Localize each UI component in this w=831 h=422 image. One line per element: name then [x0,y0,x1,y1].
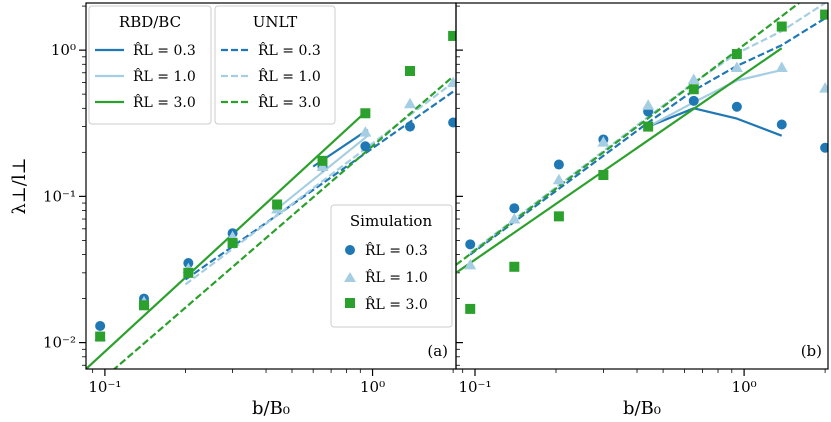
panel-a: 10⁻¹ 10⁰ 10⁻² 10⁻¹ 10⁰ (a) RBD/BC R̂L = 0.3 … [43,2,457,396]
panel-b-simulation-r-l-1-0-point [642,99,655,110]
panel-b-simulation-r-l-0-3-point [465,239,476,250]
y-tick-label: 10⁻¹ [43,187,76,205]
legend-sim-entry-r30: R̂L = 3.0 [365,295,428,313]
panel-b-simulation-r-l-0-3-point [776,119,787,130]
panel-b-unlt-r-l-0-3-line [469,17,826,256]
legend-unlt-entry-r30: R̂L = 3.0 [258,93,321,111]
legend-rbd-entry-r30: R̂L = 3.0 [133,93,196,111]
legend-sim-entry-r03: R̂L = 0.3 [365,241,428,259]
panel-a-simulation-r-l-3-0-point [404,65,415,76]
panel-a-ticks: 10⁻¹ 10⁰ 10⁻² 10⁻¹ 10⁰ [43,5,454,396]
panel-a-simulation-r-l-3-0-point [317,155,328,166]
panel-b-simulation-r-l-1-0-point [687,73,700,84]
legend-simulation: Simulation R̂L = 0.3 R̂L = 1.0 R̂L = 3.0 [330,204,453,328]
legend-sim-marker-r10 [344,272,356,282]
panel-b-simulation-r-l-3-0-point [643,121,654,132]
panel-a-series [86,30,456,369]
y-tick-label: 10⁰ [51,41,76,59]
panel-a-simulation-r-l-3-0-point [95,331,106,342]
legend-rbd-entry-r10: R̂L = 1.0 [133,67,196,85]
panel-b-unlt-r-l-3-0-line [456,3,800,266]
x-axis-label-a: b/B₀ [252,398,290,419]
panel-b-simulation-r-l-3-0-point [465,303,476,314]
panel-a-simulation-r-l-3-0-point [139,300,150,311]
panel-a-unlt-r-l-1-0-line [184,81,454,286]
panel-b-ticks: 10⁻¹ 10⁰ [456,5,826,396]
x-tick-label: 10⁰ [732,378,757,396]
legend-sim-title: Simulation [350,212,433,230]
legend-rbd: RBD/BC R̂L = 0.3 R̂L = 1.0 R̂L = 3.0 [88,5,212,125]
x-axis-label-b: b/B₀ [623,398,661,419]
panel-b-simulation-r-l-3-0-point [598,169,609,180]
panel-a-simulation-r-l-3-0-point [448,30,456,41]
legend-unlt: UNLT R̂L = 0.3 R̂L = 1.0 R̂L = 3.0 [214,5,336,125]
panel-b-simulation-r-l-0-3-point [688,95,699,106]
panel-b: 10⁻¹ 10⁰ (b) [455,2,829,396]
legend-sim-marker-r30 [345,298,355,308]
panel-a-label: (a) [427,342,448,360]
x-tick-label: 10⁰ [360,378,385,396]
panel-b-simulation-r-l-1-0-point [730,61,743,73]
y-tick-label: 10⁻² [43,334,76,352]
panel-a-simulation-r-l-1-0-point [447,76,456,88]
panel-a-simulation-r-l-0-3-point [95,320,106,331]
panel-a-simulation-r-l-1-0-point [359,126,372,137]
legend-rbd-title: RBD/BC [119,13,181,31]
panel-b-simulation-r-l-0-3-point [731,101,742,112]
panel-b-simulation-r-l-3-0-point [731,49,742,60]
x-tick-label: 10⁻¹ [88,378,121,396]
panel-b-rbd-bc-r-l-0-3-line [647,107,783,137]
panel-b-simulation-r-l-3-0-point [509,261,520,272]
panel-b-simulation-r-l-1-0-point [819,82,828,93]
panel-a-unlt-r-l-3-0-line [112,75,454,369]
panel-b-simulation-r-l-3-0-point [776,21,787,32]
legend-unlt-entry-r03: R̂L = 0.3 [258,41,321,59]
legend-rbd-entry-r03: R̂L = 0.3 [133,41,196,59]
legend-unlt-box [214,5,336,125]
panel-b-rbd-bc-r-l-3-0-line [456,47,783,274]
panel-a-simulation-r-l-0-3-point [448,117,456,128]
panel-b-simulation-r-l-3-0-point [820,9,828,20]
panel-b-series [456,3,828,314]
panel-a-simulation-r-l-3-0-point [183,267,194,278]
legend-sim-marker-r03 [345,245,355,255]
legend-sim-entry-r10: R̂L = 1.0 [365,268,428,286]
panel-b-simulation-r-l-3-0-point [688,84,699,95]
panel-b-simulation-r-l-0-3-point [553,159,564,170]
panel-a-simulation-r-l-0-3-point [404,121,415,132]
panel-a-simulation-r-l-0-3-point [360,141,371,152]
panel-b-simulation-r-l-0-3-point [820,142,828,153]
panel-a-simulation-r-l-3-0-point [360,108,371,119]
panel-b-simulation-r-l-1-0-point [464,258,477,270]
legend-sim-box [330,204,453,328]
legend-unlt-entry-r10: R̂L = 1.0 [258,67,321,85]
panel-b-simulation-r-l-1-0-point [597,136,610,147]
legend-rbd-box [88,5,212,125]
panel-b-frame [455,2,829,370]
panel-b-rbd-bc-r-l-1-0-line [647,69,782,128]
x-tick-label: 10⁻¹ [458,378,491,396]
panel-b-simulation-r-l-0-3-point [509,203,520,214]
y-axis-label: λ⊥/l⊥ [9,157,30,214]
panel-a-simulation-r-l-3-0-point [272,199,283,210]
panel-b-simulation-r-l-3-0-point [553,211,564,222]
panel-b-simulation-r-l-1-0-point [508,213,521,224]
panel-b-simulation-r-l-1-0-point [552,173,565,185]
panel-b-simulation-r-l-1-0-point [775,61,788,73]
panel-a-rbd-bc-r-l-3-0-line [86,109,369,369]
panel-a-simulation-r-l-3-0-point [227,237,238,248]
panel-a-simulation-r-l-1-0-point [403,97,416,109]
panel-b-label: (b) [801,342,822,360]
legend-unlt-title: UNLT [253,13,298,31]
